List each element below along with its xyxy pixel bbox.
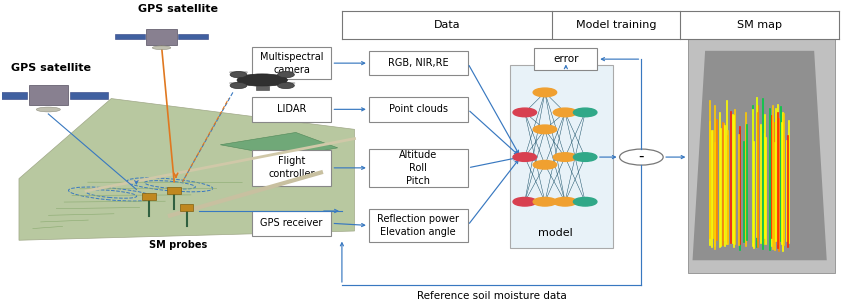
FancyBboxPatch shape — [534, 48, 597, 71]
Ellipse shape — [277, 71, 295, 73]
Polygon shape — [220, 132, 338, 157]
Text: Multispectral
camera: Multispectral camera — [260, 52, 323, 75]
Circle shape — [533, 160, 557, 169]
FancyBboxPatch shape — [178, 34, 208, 39]
FancyBboxPatch shape — [368, 209, 468, 241]
Text: GPS satellite: GPS satellite — [11, 63, 91, 73]
FancyBboxPatch shape — [0, 92, 27, 99]
Text: GPS satellite: GPS satellite — [139, 4, 219, 14]
Circle shape — [533, 88, 557, 97]
Ellipse shape — [152, 46, 171, 50]
Circle shape — [513, 108, 537, 117]
Text: Reflection power
Elevation angle: Reflection power Elevation angle — [378, 214, 459, 237]
FancyBboxPatch shape — [251, 47, 331, 79]
Circle shape — [278, 71, 294, 78]
Circle shape — [574, 153, 597, 161]
FancyBboxPatch shape — [251, 150, 331, 185]
Ellipse shape — [36, 107, 61, 112]
FancyBboxPatch shape — [146, 29, 177, 45]
Circle shape — [574, 108, 597, 117]
FancyBboxPatch shape — [256, 86, 269, 90]
FancyBboxPatch shape — [368, 51, 468, 75]
FancyBboxPatch shape — [251, 97, 331, 122]
FancyBboxPatch shape — [142, 193, 156, 200]
Text: RGB, NIR,RE: RGB, NIR,RE — [388, 58, 448, 68]
Ellipse shape — [277, 82, 295, 84]
Circle shape — [533, 197, 557, 206]
FancyBboxPatch shape — [510, 65, 613, 248]
Text: Flight
controller: Flight controller — [268, 156, 315, 179]
Circle shape — [553, 197, 577, 206]
Circle shape — [230, 71, 247, 78]
Circle shape — [513, 197, 537, 206]
Text: model: model — [537, 228, 573, 237]
Circle shape — [230, 83, 247, 89]
Text: -: - — [638, 149, 644, 164]
Circle shape — [553, 153, 577, 161]
Ellipse shape — [230, 82, 248, 84]
FancyBboxPatch shape — [368, 97, 468, 122]
Circle shape — [553, 108, 577, 117]
Text: Reference soil moisture data: Reference soil moisture data — [417, 291, 567, 301]
Text: GPS receiver: GPS receiver — [261, 218, 323, 228]
Text: SM probes: SM probes — [149, 240, 208, 250]
Text: Model training: Model training — [575, 20, 656, 30]
FancyBboxPatch shape — [251, 211, 331, 236]
FancyBboxPatch shape — [368, 149, 468, 187]
Text: LIDAR: LIDAR — [277, 104, 306, 114]
Text: Altitude
Roll
Pitch: Altitude Roll Pitch — [399, 150, 437, 186]
Text: error: error — [553, 54, 579, 64]
Circle shape — [620, 149, 664, 165]
Circle shape — [574, 197, 597, 206]
Ellipse shape — [230, 71, 248, 73]
FancyBboxPatch shape — [29, 86, 68, 105]
Ellipse shape — [237, 74, 288, 86]
FancyBboxPatch shape — [167, 187, 181, 194]
Text: Point clouds: Point clouds — [389, 104, 447, 114]
FancyBboxPatch shape — [180, 204, 193, 211]
Circle shape — [513, 153, 537, 161]
FancyBboxPatch shape — [688, 38, 835, 273]
FancyBboxPatch shape — [115, 34, 145, 39]
Circle shape — [278, 83, 294, 89]
FancyBboxPatch shape — [70, 92, 108, 99]
Text: SM map: SM map — [737, 20, 782, 30]
Text: Data: Data — [433, 20, 460, 30]
Polygon shape — [692, 51, 827, 260]
Circle shape — [533, 125, 557, 134]
Polygon shape — [19, 99, 355, 240]
